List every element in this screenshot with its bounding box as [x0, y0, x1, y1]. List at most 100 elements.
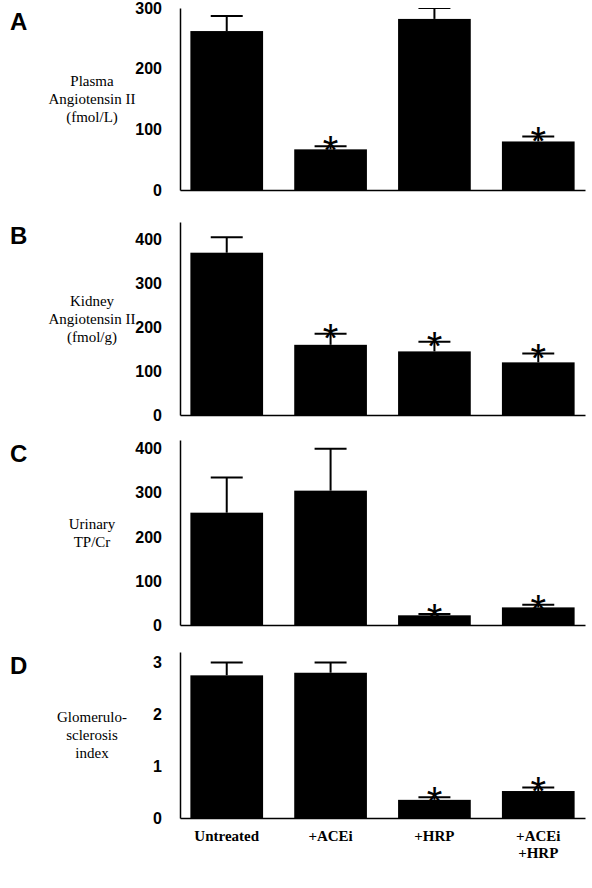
y-tick: 100: [135, 573, 180, 590]
y-tick: 200: [135, 60, 180, 77]
y-axis: 0 100 200 300 400: [135, 223, 180, 424]
error-bar: [418, 8, 450, 19]
x-axis: [181, 625, 586, 627]
marks: [190, 8, 574, 190]
y-axis-title-line: Glomerulo-: [57, 709, 127, 725]
y-tick: 300: [135, 0, 180, 17]
y-tick-label: 1: [153, 758, 162, 775]
y-tick: 300: [135, 484, 180, 501]
y-axis-title-line: TP/Cr: [74, 534, 111, 550]
error-bar: [315, 449, 347, 491]
y-tick: 200: [135, 319, 180, 336]
y-axis-title-line: Kidney: [70, 293, 115, 309]
x-tick: +ACEi+HRP: [516, 818, 560, 861]
error-bar-stem: [226, 662, 228, 675]
y-axis-title-line: Plasma: [70, 73, 114, 89]
y-tick: 0: [153, 617, 180, 634]
bar: [190, 675, 263, 818]
y-tick-label: 400: [135, 440, 162, 457]
error-bar-cap: [211, 661, 243, 663]
y-tick-label: 0: [153, 617, 162, 634]
x-tick: +HRP: [414, 818, 454, 844]
x-tick-label: +ACEi+HRP: [516, 828, 560, 861]
y-axis-title-line: index: [75, 745, 109, 761]
x-axis-line: [181, 190, 586, 192]
y-axis-line: [180, 653, 182, 819]
y-axis: 0 100 200 300 400: [135, 440, 180, 633]
x-axis: [181, 190, 586, 192]
error-bar-cap: [315, 661, 347, 663]
y-tick: 400: [135, 231, 180, 248]
bar: [190, 253, 263, 415]
x-axis-line: [181, 625, 586, 627]
significance-marker: *: [427, 596, 443, 640]
y-tick-label: 200: [135, 529, 162, 546]
error-bar-stem: [330, 449, 332, 491]
error-bar-cap: [315, 448, 347, 450]
y-tick-label: 400: [135, 231, 162, 248]
y-axis-title-line: Angiotensin II: [48, 311, 135, 327]
x-tick-label: +ACEi: [308, 828, 352, 844]
y-tick: 300: [135, 275, 180, 292]
y-tick: 0: [153, 407, 180, 424]
y-axis-title-line: Angiotensin II: [48, 91, 135, 107]
y-tick: 2: [153, 706, 180, 723]
error-bar-stem: [330, 662, 332, 672]
figure: **0100200300APlasmaAngiotensin II(fmol/L…: [0, 0, 592, 888]
x-axis-line: [181, 818, 586, 820]
y-tick: 100: [135, 121, 180, 138]
bar: [190, 513, 263, 625]
panel-label: B: [10, 222, 27, 249]
y-axis: 0123: [153, 653, 180, 827]
significance-marker: *: [323, 316, 339, 360]
y-tick: 3: [153, 654, 180, 671]
error-bar: [211, 16, 243, 31]
y-tick-label: 300: [135, 484, 162, 501]
error-bar-cap: [418, 8, 450, 9]
y-tick: 200: [135, 529, 180, 546]
y-tick-label: 2: [153, 706, 162, 723]
y-tick: 0: [153, 182, 180, 199]
bar: [190, 31, 263, 190]
x-tick-label: +HRP: [414, 828, 454, 844]
y-axis: 0 100 200 300: [135, 0, 180, 199]
bar: [398, 19, 471, 190]
error-bar-stem: [226, 237, 228, 252]
significance-marker: *: [530, 336, 546, 380]
y-tick-label: 3: [153, 654, 162, 671]
bar: [294, 673, 367, 818]
panel-label: D: [10, 652, 27, 679]
y-axis-title: UrinaryTP/Cr: [69, 516, 116, 550]
marks: [190, 449, 574, 625]
panel-label: C: [10, 440, 27, 467]
error-bar: [211, 662, 243, 675]
panel: * * 0 100 200 300 400 C UrinaryTP/Cr: [10, 440, 586, 640]
y-tick-label: 0: [153, 407, 162, 424]
x-axis: [181, 415, 586, 417]
y-tick-label: 300: [135, 0, 162, 17]
x-tick-label: Untreated: [194, 828, 259, 844]
x-axis-line: [181, 415, 586, 417]
panel-label: A: [10, 8, 27, 35]
panel: **0100200300APlasmaAngiotensin II(fmol/L…: [10, 0, 586, 199]
significance-marker: *: [530, 587, 546, 631]
error-bar: [211, 237, 243, 252]
error-bar: [315, 662, 347, 672]
significance-marker: *: [427, 779, 443, 823]
error-bar-stem: [433, 8, 435, 19]
y-tick-label: 100: [135, 363, 162, 380]
panel: **0123Untreated+ACEi+HRP+ACEi+HRPDGlomer…: [10, 652, 586, 861]
bar: [294, 491, 367, 625]
y-axis-line: [180, 223, 182, 416]
y-axis-title-line: (fmol/L): [66, 109, 118, 126]
significance-marker: *: [530, 769, 546, 813]
panel: ***0100200300400BKidneyAngiotensin II(fm…: [10, 222, 586, 424]
y-axis-title: Glomerulo-sclerosisindex: [57, 709, 127, 761]
error-bar-cap: [211, 476, 243, 478]
y-tick-label: 100: [135, 573, 162, 590]
y-tick-label: 200: [135, 60, 162, 77]
marks: [190, 237, 574, 415]
y-tick: 400: [135, 440, 180, 457]
significance-marker: *: [530, 119, 546, 163]
x-axis: Untreated+ACEi+HRP+ACEi+HRP: [181, 818, 586, 861]
